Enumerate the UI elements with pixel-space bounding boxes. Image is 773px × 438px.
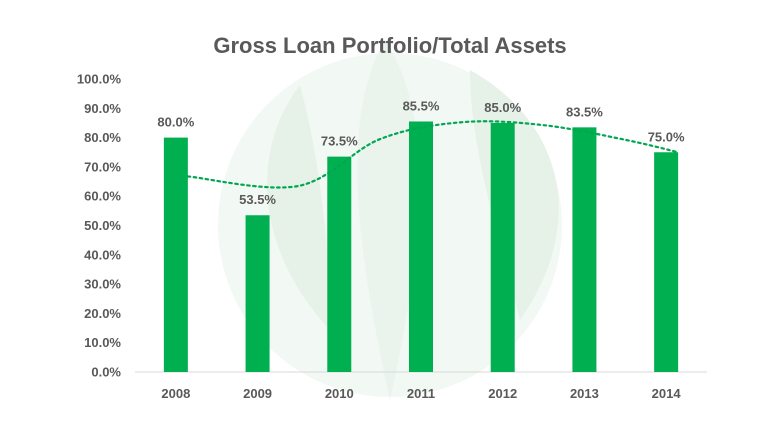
bars-group xyxy=(163,121,679,372)
x-tick-label: 2010 xyxy=(325,386,354,401)
trend-line xyxy=(186,120,680,189)
data-labels: 80.0% 53.5% 73.5% 85.5% 85.0% 83.5% 75.0% xyxy=(157,98,685,207)
y-tick-label: 80.0% xyxy=(84,130,121,145)
data-label: 83.5% xyxy=(566,104,603,119)
x-tick-label: 2011 xyxy=(407,386,435,401)
y-tick-label: 0.0% xyxy=(91,365,121,380)
y-tick-label: 70.0% xyxy=(84,159,121,174)
data-label: 85.5% xyxy=(403,98,440,113)
x-tick-label: 2013 xyxy=(570,386,599,401)
bar xyxy=(327,156,352,372)
data-label: 53.5% xyxy=(239,192,276,207)
y-tick-label: 50.0% xyxy=(84,218,121,233)
data-label: 80.0% xyxy=(157,115,194,130)
y-tick-label: 20.0% xyxy=(84,306,121,321)
y-axis-ticks: 0.0% 10.0% 20.0% 30.0% 40.0% 50.0% 60.0% 70.0% 8… xyxy=(77,72,122,380)
x-tick-label: 2009 xyxy=(243,386,272,401)
bar xyxy=(490,122,515,372)
bar xyxy=(409,121,433,372)
y-tick-label: 100.0% xyxy=(77,72,122,87)
x-axis-ticks: 2008 2009 2010 2011 2012 2013 2014 xyxy=(161,386,681,401)
y-tick-label: 40.0% xyxy=(84,247,121,262)
x-tick-label: 2014 xyxy=(652,386,682,401)
y-tick-label: 30.0% xyxy=(84,277,121,292)
bar xyxy=(654,152,679,372)
y-tick-label: 60.0% xyxy=(84,189,121,204)
x-tick-label: 2012 xyxy=(488,386,517,401)
data-label: 85.0% xyxy=(484,100,521,115)
bar xyxy=(163,137,188,372)
data-label: 75.0% xyxy=(648,129,685,144)
bar xyxy=(245,215,270,372)
chart-title: Gross Loan Portfolio/Total Assets xyxy=(213,33,566,58)
data-label: 73.5% xyxy=(321,134,358,149)
y-tick-label: 90.0% xyxy=(84,101,121,116)
bar xyxy=(572,127,597,372)
x-tick-label: 2008 xyxy=(161,386,190,401)
y-tick-label: 10.0% xyxy=(84,335,121,350)
